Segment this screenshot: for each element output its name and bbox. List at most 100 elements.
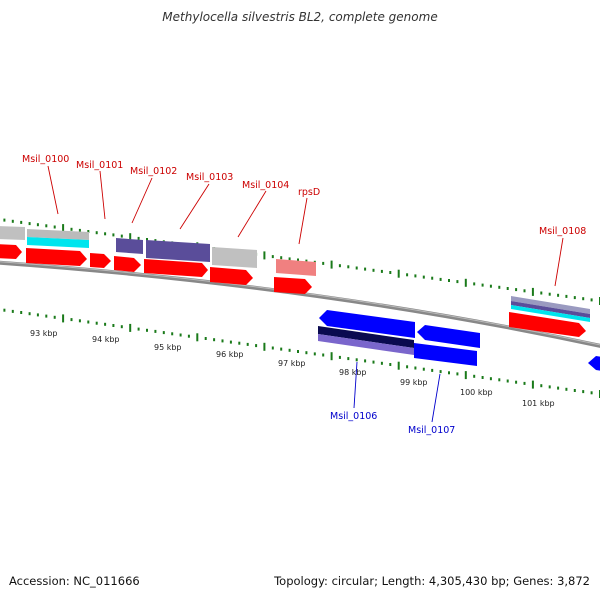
- inner-tick: [305, 351, 308, 355]
- inner-tick: [120, 325, 123, 329]
- outer-tick: [573, 296, 576, 300]
- forward-genes: [0, 244, 586, 337]
- leader-msil-0100: [47, 165, 59, 215]
- inner-tick: [204, 337, 207, 340]
- outer-tick: [540, 291, 543, 295]
- outer-tick: [582, 297, 585, 301]
- outer-tick: [330, 260, 333, 269]
- outer-tick: [288, 257, 291, 261]
- map-title: Methylocella silvestris BL2, complete ge…: [162, 10, 438, 24]
- reverse-gene-arrow: [588, 356, 600, 371]
- outer-tick: [20, 220, 23, 224]
- outer-tick: [3, 218, 6, 222]
- forward-gene-arrow-msil-0108: [509, 312, 586, 337]
- outer-tick: [104, 232, 107, 236]
- inner-tick: [187, 334, 190, 338]
- reverse-gene-arrow-msil-0106: [319, 310, 415, 338]
- scale-label: 101 kbp: [522, 399, 555, 408]
- label-leaders: [47, 165, 564, 423]
- outer-tick: [45, 224, 48, 228]
- inner-tick: [196, 333, 199, 342]
- inner-tick: [590, 391, 593, 395]
- outer-tick: [456, 280, 459, 284]
- inner-tick: [28, 312, 31, 316]
- gene-label-msil-0104: Msil_0104: [242, 180, 289, 191]
- inner-tick: [489, 377, 492, 381]
- inner-tick: [36, 313, 39, 317]
- inner-tick: [372, 360, 375, 364]
- inner-tick: [104, 322, 107, 326]
- outer-tick: [297, 258, 299, 262]
- forward-gene-arrow-msil-0100: [26, 248, 87, 266]
- gene-label-msil-0102: Msil_0102: [130, 166, 177, 177]
- cog-bar: [414, 343, 477, 366]
- inner-tick: [355, 358, 358, 362]
- outer-tick: [380, 269, 383, 273]
- inner-tick: [53, 315, 56, 319]
- inner-tick-ring: [3, 308, 600, 398]
- outer-tick: [531, 287, 534, 296]
- inner-tick: [154, 329, 157, 333]
- outer-tick: [389, 271, 392, 274]
- gene-label-rpsd: rpsD: [298, 187, 320, 198]
- cog-bar: [511, 296, 590, 314]
- inner-tick: [406, 365, 409, 369]
- outer-tick: [515, 288, 518, 292]
- outer-tick: [422, 275, 425, 279]
- outer-tick: [146, 238, 148, 241]
- outer-tick: [498, 285, 501, 289]
- inner-tick: [87, 320, 90, 324]
- inner-tick: [448, 371, 450, 375]
- inner-tick: [171, 332, 174, 336]
- outer-tick: [439, 277, 442, 281]
- outer-tick: [364, 267, 367, 271]
- outer-tick: [271, 255, 274, 259]
- forward-gene-arrow: [0, 244, 22, 259]
- scale-labels: 93 kbp 94 kbp 95 kbp 96 kbp 97 kbp 98 kb…: [30, 329, 555, 408]
- inner-tick: [557, 386, 560, 390]
- gene-label-msil-0101: Msil_0101: [76, 160, 123, 171]
- outer-tick: [70, 227, 73, 231]
- outer-tick: [263, 251, 266, 260]
- inner-tick: [338, 355, 341, 359]
- inner-tick: [297, 350, 299, 353]
- scale-label: 100 kbp: [460, 388, 493, 397]
- outer-tick: [565, 294, 568, 298]
- outer-tick: [448, 279, 450, 282]
- reverse-gene-arrow-msil-0107: [417, 325, 480, 348]
- inner-tick: [540, 384, 543, 388]
- cog-bar: [27, 229, 89, 240]
- outer-tick: [322, 261, 325, 265]
- scale-label: 98 kbp: [339, 368, 367, 377]
- inner-tick: [380, 361, 383, 365]
- inner-tick: [515, 380, 518, 384]
- inner-tick: [506, 379, 509, 383]
- inner-tick: [146, 328, 148, 332]
- outer-tick: [414, 274, 417, 278]
- outer-tick: [397, 269, 400, 278]
- scale-label: 93 kbp: [30, 329, 58, 338]
- scale-label: 95 kbp: [154, 343, 182, 352]
- inner-tick: [397, 361, 400, 370]
- inner-tick: [473, 374, 476, 378]
- inner-tick: [213, 338, 216, 342]
- outer-tick: [431, 276, 434, 280]
- inner-tick: [364, 359, 367, 363]
- inner-tick: [389, 363, 392, 366]
- inner-tick: [414, 366, 417, 370]
- inner-tick: [229, 340, 232, 344]
- inner-tick: [439, 370, 442, 374]
- leader-msil-0107: [431, 373, 441, 423]
- cog-bar: [212, 247, 257, 268]
- inner-tick: [179, 333, 182, 337]
- leader-msil-0103: [179, 183, 210, 230]
- gene-label-msil-0106: Msil_0106: [330, 411, 377, 422]
- inner-tick: [313, 352, 316, 356]
- outer-tick: [95, 231, 98, 235]
- leader-rpsd: [298, 197, 308, 245]
- inner-tick: [582, 390, 585, 394]
- inner-tick: [70, 318, 73, 322]
- gene-label-msil-0108: Msil_0108: [539, 226, 586, 237]
- cog-bar: [276, 259, 316, 276]
